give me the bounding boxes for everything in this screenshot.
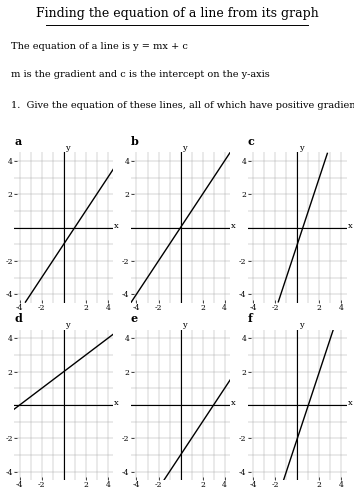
- Text: x: x: [348, 399, 352, 407]
- Text: y: y: [299, 144, 303, 152]
- Text: 1.  Give the equation of these lines, all of which have positive gradients: 1. Give the equation of these lines, all…: [11, 101, 354, 110]
- Text: d: d: [14, 314, 22, 324]
- Text: f: f: [248, 314, 252, 324]
- Text: Finding the equation of a line from its graph: Finding the equation of a line from its …: [36, 7, 318, 20]
- Text: x: x: [114, 399, 119, 407]
- Text: The equation of a line is y = mx + c: The equation of a line is y = mx + c: [11, 42, 188, 51]
- Text: y: y: [299, 321, 303, 329]
- Text: a: a: [14, 136, 21, 147]
- Text: y: y: [182, 144, 187, 152]
- Text: x: x: [231, 222, 235, 230]
- Text: m is the gradient and c is the intercept on the y-axis: m is the gradient and c is the intercept…: [11, 70, 269, 79]
- Text: x: x: [348, 222, 352, 230]
- Text: c: c: [248, 136, 255, 147]
- Text: x: x: [231, 399, 235, 407]
- Text: e: e: [131, 314, 138, 324]
- Text: b: b: [131, 136, 139, 147]
- Text: y: y: [65, 321, 70, 329]
- Text: y: y: [65, 144, 70, 152]
- Text: x: x: [114, 222, 119, 230]
- Text: y: y: [182, 321, 187, 329]
